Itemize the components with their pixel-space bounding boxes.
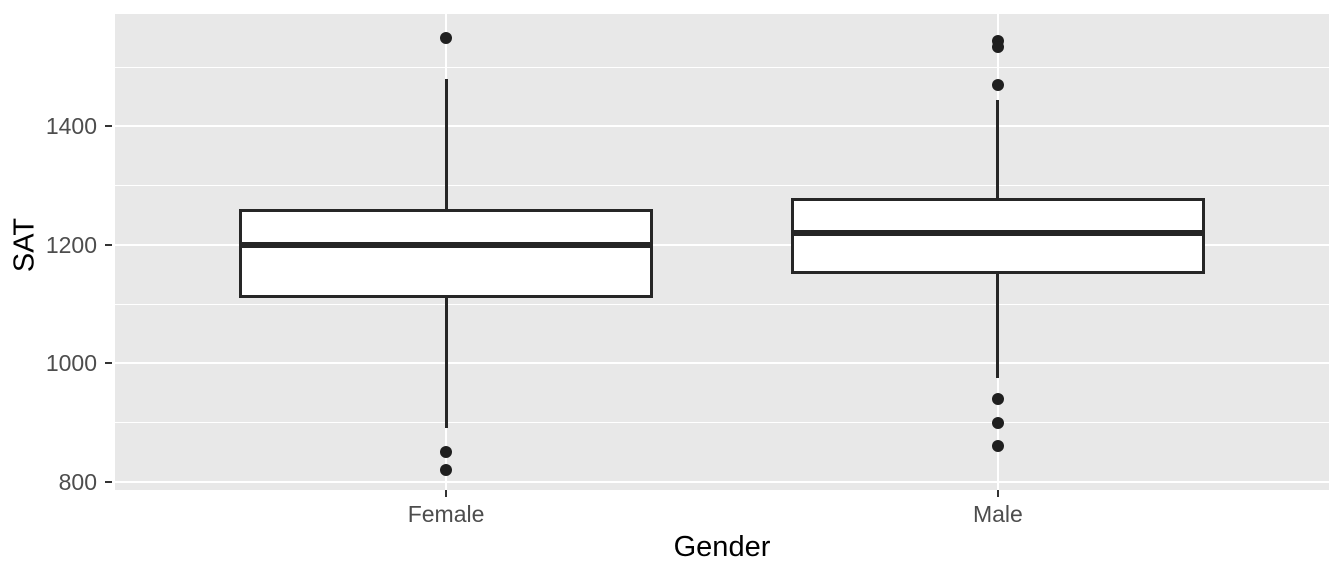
minor-gridline bbox=[115, 422, 1329, 423]
x-tick-mark bbox=[996, 490, 999, 497]
outlier-dot-male bbox=[991, 440, 1004, 453]
major-gridline bbox=[115, 480, 1329, 483]
outlier-dot-female bbox=[440, 463, 453, 476]
y-tick-label: 1400 bbox=[45, 113, 97, 140]
major-gridline bbox=[115, 362, 1329, 365]
whisker-lower-female bbox=[444, 298, 448, 429]
y-tick-label: 1000 bbox=[45, 350, 97, 377]
minor-gridline bbox=[115, 303, 1329, 305]
y-tick-mark bbox=[105, 480, 112, 483]
minor-gridline bbox=[115, 66, 1329, 68]
y-tick-mark bbox=[105, 125, 112, 128]
outlier-dot-male bbox=[991, 392, 1004, 405]
whisker-upper-female bbox=[444, 79, 448, 210]
whisker-lower-male bbox=[996, 274, 1000, 379]
outlier-dot-male bbox=[991, 40, 1004, 53]
major-gridline bbox=[115, 125, 1329, 128]
plot-panel bbox=[115, 14, 1329, 490]
whisker-upper-male bbox=[996, 99, 1000, 198]
y-tick-label: 1200 bbox=[45, 231, 97, 258]
minor-gridline bbox=[115, 185, 1329, 187]
median-line-male bbox=[790, 230, 1205, 237]
y-tick-label: 800 bbox=[58, 468, 97, 495]
y-tick-mark bbox=[105, 362, 112, 365]
x-axis-title: Gender bbox=[673, 531, 771, 563]
y-tick-mark bbox=[105, 243, 112, 246]
major-gridline bbox=[115, 243, 1329, 246]
outlier-dot-female bbox=[440, 31, 453, 44]
outlier-dot-male bbox=[991, 416, 1004, 429]
outlier-dot-female bbox=[440, 446, 453, 459]
median-line-female bbox=[239, 241, 654, 248]
x-tick-label: Female bbox=[407, 501, 485, 527]
x-tick-mark bbox=[445, 490, 448, 497]
box-female bbox=[239, 209, 654, 299]
outlier-dot-male bbox=[991, 79, 1004, 92]
x-tick-label: Male bbox=[972, 501, 1023, 527]
